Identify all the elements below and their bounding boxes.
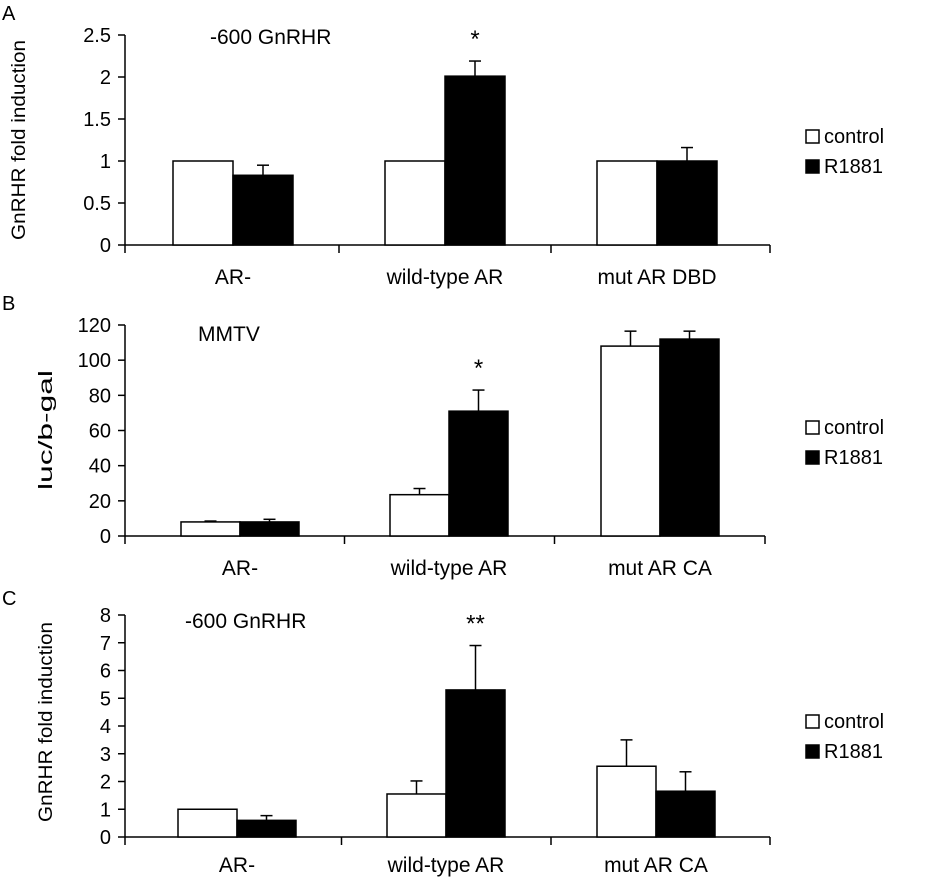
y-tick-label: 0: [100, 526, 111, 548]
panel-label: C: [2, 588, 16, 610]
x-tick-label: wild-type AR: [390, 557, 508, 580]
bar-control-2: [596, 160, 658, 246]
bar-r1881-0: [239, 521, 300, 537]
y-tick-label: 2.5: [83, 25, 111, 47]
y-tick-label: 1.5: [83, 109, 111, 131]
bar-r1881-0: [232, 174, 294, 246]
bar-r1881-1: [444, 75, 506, 246]
y-tick-label: 5: [100, 688, 111, 710]
bar-r1881-1: [448, 410, 509, 537]
y-tick-label: 20: [89, 491, 111, 513]
bar-r1881-1: [445, 689, 506, 838]
bar-r1881-0: [236, 819, 297, 838]
legend-label-r1881: R1881: [824, 741, 883, 763]
y-tick-label: 80: [89, 385, 111, 407]
y-tick-label: 3: [100, 744, 111, 766]
panel-b: B MMTV luc/b-gal 0 20 40 60 80 100 120 AR-wild-typ…: [2, 293, 884, 580]
y-tick-label: 7: [100, 633, 111, 655]
legend-label-control: control: [824, 417, 884, 439]
y-tick-label: 2: [100, 772, 111, 794]
significance-marker: *: [474, 355, 483, 382]
y-axis-label: luc/b-gal: [36, 370, 57, 490]
y-tick-label: 1: [100, 799, 111, 821]
x-tick-label: mut AR DBD: [597, 266, 716, 289]
legend-swatch-r1881: [805, 159, 820, 174]
significance-marker: *: [470, 26, 479, 53]
legend-swatch-r1881: [805, 450, 820, 465]
legend-label-control: control: [824, 711, 884, 733]
legend-swatch-r1881: [805, 744, 820, 759]
x-tick-label: AR-: [219, 854, 255, 877]
y-tick-label: 120: [78, 315, 111, 337]
panel-c: C -600 GnRHR GnRHR fold induction 0 1 2 3 4 5 6 7 8…: [2, 588, 884, 877]
significance-marker: **: [466, 611, 485, 638]
x-tick-label: AR-: [215, 266, 251, 289]
y-tick-label: 0: [100, 827, 111, 849]
bar-control-2: [600, 345, 661, 537]
legend-label-control: control: [824, 126, 884, 148]
bar-control-0: [180, 521, 241, 537]
x-tick-label: wild-type AR: [386, 266, 504, 289]
legend-label-r1881: R1881: [824, 447, 883, 469]
y-axis-label: GnRHR fold induction: [9, 40, 30, 240]
x-tick-label: mut AR CA: [604, 854, 708, 877]
x-tick-label: AR-: [222, 557, 258, 580]
bar-control-0: [172, 160, 234, 246]
y-tick-label: 60: [89, 421, 111, 443]
legend-swatch-control: [805, 714, 820, 729]
legend-swatch-control: [805, 129, 820, 144]
x-tick-label: mut AR CA: [608, 557, 712, 580]
y-axis-label: GnRHR fold induction: [36, 622, 57, 822]
bar-r1881-2: [659, 338, 720, 537]
chart-title: MMTV: [198, 323, 260, 346]
legend-swatch-control: [805, 420, 820, 435]
y-tick-label: 6: [100, 661, 111, 683]
bar-control-0: [177, 808, 238, 838]
bar-control-2: [596, 765, 657, 838]
legend-label-r1881: R1881: [824, 156, 883, 178]
y-tick-label: 0: [100, 235, 111, 257]
chart-title: -600 GnRHR: [210, 26, 331, 49]
y-tick-label: 2: [100, 67, 111, 89]
panel-label: B: [2, 293, 15, 315]
y-tick-label: 100: [78, 350, 111, 372]
bar-control-1: [384, 160, 446, 246]
y-tick-label: 0.5: [83, 193, 111, 215]
bar-r1881-2: [656, 160, 718, 246]
panel-a: A -600 GnRHR GnRHR fold induction 0 0.5 1 1.5 2…: [2, 3, 884, 289]
panel-label: A: [2, 3, 16, 25]
x-tick-label: wild-type AR: [387, 854, 505, 877]
bar-control-1: [389, 493, 450, 537]
chart-title: -600 GnRHR: [185, 610, 306, 633]
y-tick-label: 1: [100, 151, 111, 173]
y-tick-label: 40: [89, 456, 111, 478]
bar-control-1: [386, 793, 447, 838]
y-tick-label: 8: [100, 605, 111, 627]
bar-r1881-2: [655, 790, 716, 838]
y-tick-label: 4: [100, 716, 111, 738]
